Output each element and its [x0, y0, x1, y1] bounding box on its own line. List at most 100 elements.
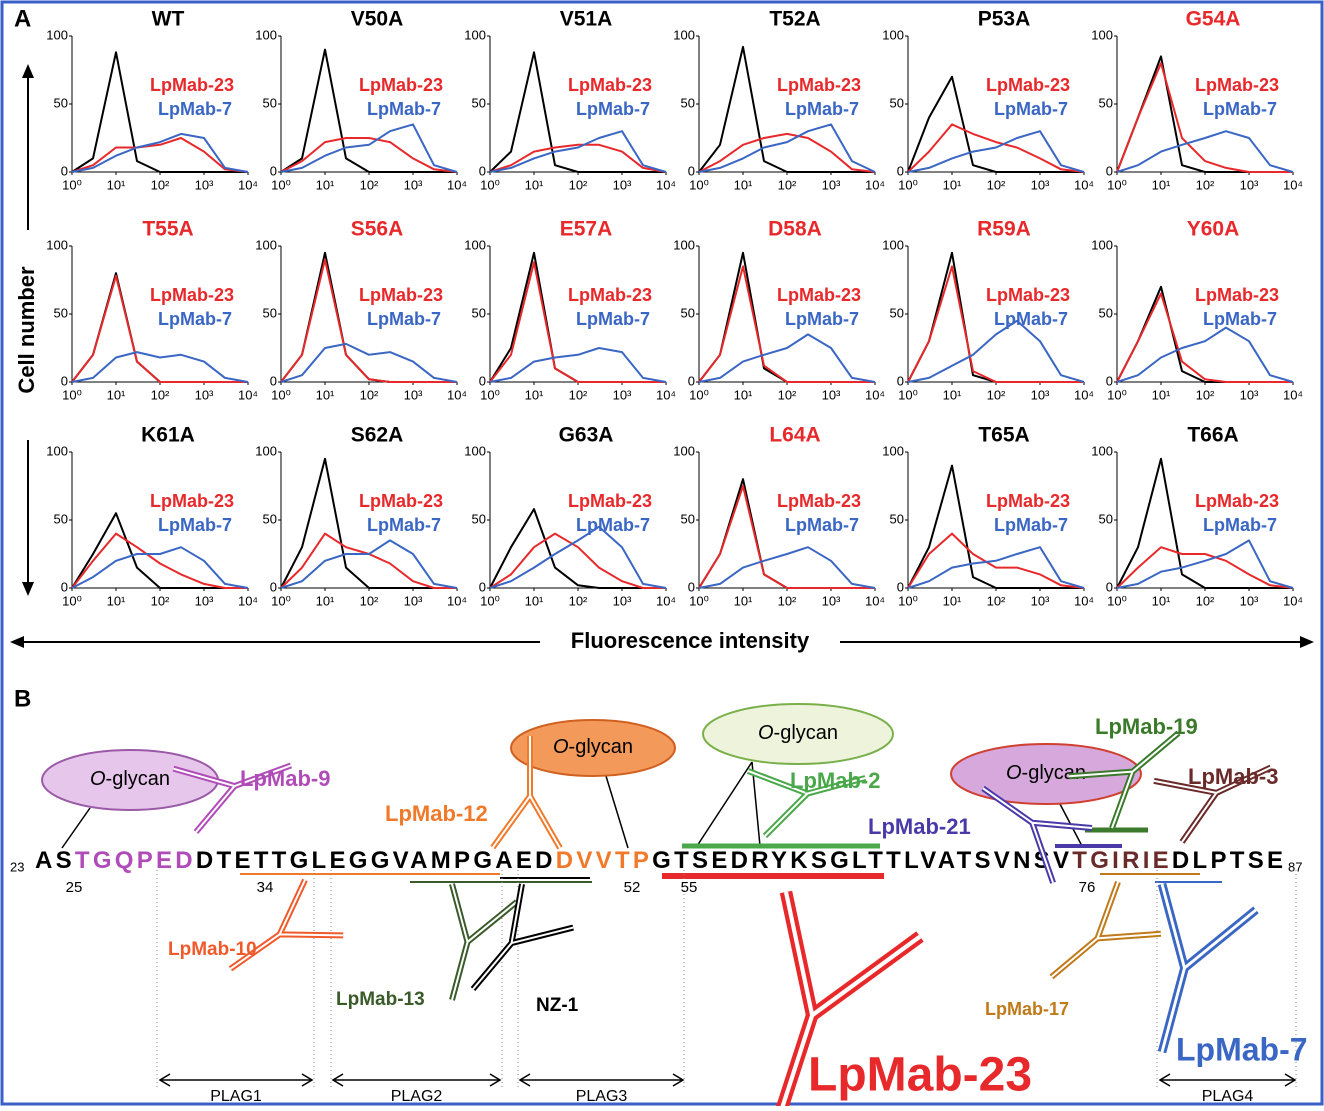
x-tick-label: 10⁴	[1283, 387, 1303, 402]
legend-label: LpMab-23	[777, 75, 861, 95]
sequence-part: GTSEDRYKSGL	[652, 847, 866, 874]
glycan-text: -glycan	[774, 722, 838, 744]
antibody-label: LpMab-23	[808, 1049, 1032, 1102]
y-tick-label: 100	[255, 237, 277, 252]
legend-label: LpMab-7	[1203, 309, 1277, 329]
y-tick-label: 50	[890, 305, 904, 320]
x-tick-label: 10²	[569, 387, 588, 402]
y-tick-label: 50	[681, 305, 695, 320]
x-tick-label: 10⁰	[62, 387, 82, 402]
legend-label: LpMab-23	[150, 285, 234, 305]
x-tick-label: 10²	[1196, 387, 1215, 402]
residue-number: 76	[1079, 879, 1096, 896]
y-tick-label: 0	[897, 163, 904, 178]
legend-label: LpMab-7	[994, 99, 1068, 119]
x-tick-label: 10⁰	[271, 387, 291, 402]
sequence-part: DTETTGLEGGVAMPGAED	[196, 847, 553, 874]
legend-label: LpMab-23	[150, 491, 234, 511]
chart-title: V50A	[351, 8, 404, 31]
legend-label: LpMab-7	[785, 515, 859, 535]
y-tick-label: 100	[46, 443, 68, 458]
glycan-text: -glycan	[106, 768, 170, 790]
x-tick-label: 10³	[822, 593, 841, 608]
legend-label: LpMab-7	[367, 515, 441, 535]
x-tick-label: 10²	[778, 387, 797, 402]
x-tick-label: 10²	[778, 593, 797, 608]
antibody-label: LpMab-10	[168, 939, 257, 960]
legend-label: LpMab-7	[576, 99, 650, 119]
x-tick-label: 10⁰	[480, 593, 500, 608]
seq-start: 23	[10, 859, 24, 874]
x-tick-label: 10¹	[734, 593, 753, 608]
x-tick-label: 10¹	[316, 593, 335, 608]
x-tick-label: 10⁴	[1074, 593, 1094, 608]
x-tick-label: 10¹	[316, 177, 335, 192]
panel-label: B	[14, 685, 31, 712]
x-tick-label: 10⁴	[1283, 177, 1303, 192]
legend-label: LpMab-23	[568, 285, 652, 305]
legend-label: LpMab-23	[359, 75, 443, 95]
region-label: PLAG4	[1202, 1088, 1254, 1105]
antibody-label: LpMab-3	[1188, 764, 1278, 789]
y-tick-label: 50	[1099, 95, 1113, 110]
x-tick-label: 10⁰	[271, 177, 291, 192]
glycan-italic: O	[90, 768, 106, 790]
x-tick-label: 10¹	[316, 387, 335, 402]
y-tick-label: 0	[61, 579, 68, 594]
y-tick-label: 0	[61, 373, 68, 388]
x-tick-label: 10²	[987, 387, 1006, 402]
x-tick-label: 10⁰	[480, 387, 500, 402]
legend-label: LpMab-23	[359, 491, 443, 511]
x-tick-label: 10³	[195, 177, 214, 192]
legend-label: LpMab-7	[158, 99, 232, 119]
y-tick-label: 100	[46, 27, 68, 42]
x-tick-label: 10²	[360, 387, 379, 402]
y-tick-label: 50	[472, 511, 486, 526]
x-tick-label: 10⁰	[898, 387, 918, 402]
x-tick-label: 10⁴	[238, 387, 258, 402]
x-tick-label: 10¹	[525, 593, 544, 608]
chart-title: K61A	[141, 424, 195, 447]
x-tick-label: 10³	[613, 387, 632, 402]
y-tick-label: 100	[464, 27, 486, 42]
x-tick-label: 10⁰	[1107, 593, 1127, 608]
x-tick-label: 10³	[195, 387, 214, 402]
x-tick-label: 10⁴	[865, 593, 885, 608]
y-tick-label: 0	[479, 579, 486, 594]
x-tick-label: 10²	[987, 177, 1006, 192]
sequence: ASTGQPEDDTETTGLEGGVAMPGAEDDVVTPGTSEDRYKS…	[35, 847, 1283, 874]
antibody-label: LpMab-7	[1176, 1031, 1308, 1067]
x-tick-label: 10²	[569, 177, 588, 192]
y-tick-label: 50	[1099, 511, 1113, 526]
y-tick-label: 50	[263, 511, 277, 526]
legend-label: LpMab-7	[576, 515, 650, 535]
x-tick-label: 10¹	[943, 593, 962, 608]
legend-label: LpMab-7	[1203, 515, 1277, 535]
x-tick-label: 10²	[1196, 177, 1215, 192]
legend-label: LpMab-7	[994, 309, 1068, 329]
y-tick-label: 0	[479, 373, 486, 388]
legend-label: LpMab-23	[777, 285, 861, 305]
x-tick-label: 10²	[987, 593, 1006, 608]
legend-label: LpMab-23	[986, 75, 1070, 95]
x-tick-label: 10¹	[525, 387, 544, 402]
residue-number: 55	[681, 879, 698, 896]
antibody-label: LpMab-19	[1095, 714, 1198, 739]
x-tick-label: 10¹	[943, 177, 962, 192]
x-tick-label: 10²	[1196, 593, 1215, 608]
region-label: PLAG1	[210, 1088, 262, 1105]
legend-label: LpMab-23	[568, 491, 652, 511]
y-tick-label: 0	[1106, 163, 1113, 178]
x-tick-label: 10⁰	[689, 593, 709, 608]
y-tick-label: 50	[681, 511, 695, 526]
x-tick-label: 10²	[151, 593, 170, 608]
glycan-label: O-glycan	[553, 736, 633, 758]
x-tick-label: 10⁴	[865, 177, 885, 192]
x-tick-label: 10³	[1031, 593, 1050, 608]
y-tick-label: 50	[54, 511, 68, 526]
y-tick-label: 50	[263, 95, 277, 110]
y-tick-label: 100	[882, 237, 904, 252]
antibody-label: LpMab-17	[985, 999, 1069, 1019]
x-tick-label: 10³	[1031, 177, 1050, 192]
x-tick-label: 10⁴	[656, 593, 676, 608]
